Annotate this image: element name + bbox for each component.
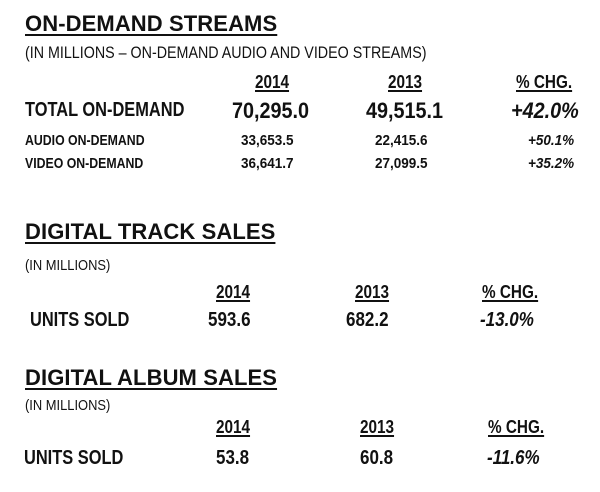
- value-2014: 53.8: [216, 447, 250, 469]
- value-2014: 33,653.5: [241, 132, 294, 149]
- column-header-2013: 2013: [360, 417, 395, 437]
- value-2013: 22,415.6: [375, 132, 428, 149]
- value-2014: 593.6: [208, 309, 251, 331]
- value-2013: 27,099.5: [375, 155, 428, 172]
- row-label: VIDEO ON-DEMAND: [25, 155, 144, 172]
- section-title: DIGITAL TRACK SALES: [25, 219, 276, 244]
- value-pct-change: +50.1%: [528, 132, 575, 149]
- row-label: TOTAL ON-DEMAND: [25, 99, 185, 121]
- value-2014: 36,641.7: [241, 155, 294, 172]
- row-label: UNITS SOLD: [24, 447, 124, 469]
- column-header-pct-change: % CHG.: [488, 417, 545, 437]
- value-pct-change: -11.6%: [487, 447, 540, 469]
- column-header-2013: 2013: [388, 72, 423, 92]
- section-subtitle: (IN MILLIONS): [25, 257, 111, 274]
- value-pct-change: +35.2%: [528, 155, 575, 172]
- value-2014: 70,295.0: [232, 98, 310, 123]
- value-2013: 49,515.1: [366, 98, 444, 123]
- column-header-pct-change: % CHG.: [516, 72, 573, 92]
- row-label: AUDIO ON-DEMAND: [25, 132, 145, 149]
- column-header-2014: 2014: [255, 72, 290, 92]
- value-2013: 60.8: [360, 447, 394, 469]
- section-title: DIGITAL ALBUM SALES: [25, 365, 278, 390]
- column-header-2013: 2013: [355, 282, 390, 302]
- section-subtitle: (IN MILLIONS): [25, 397, 111, 414]
- column-header-pct-change: % CHG.: [482, 282, 539, 302]
- value-pct-change: -13.0%: [480, 309, 534, 331]
- column-header-2014: 2014: [216, 417, 251, 437]
- section-subtitle: (IN MILLIONS – ON-DEMAND AUDIO AND VIDEO…: [25, 43, 427, 62]
- value-2013: 682.2: [346, 309, 389, 331]
- row-label: UNITS SOLD: [30, 309, 130, 331]
- column-header-2014: 2014: [216, 282, 251, 302]
- section-title: ON-DEMAND STREAMS: [25, 11, 278, 36]
- value-pct-change: +42.0%: [511, 98, 579, 123]
